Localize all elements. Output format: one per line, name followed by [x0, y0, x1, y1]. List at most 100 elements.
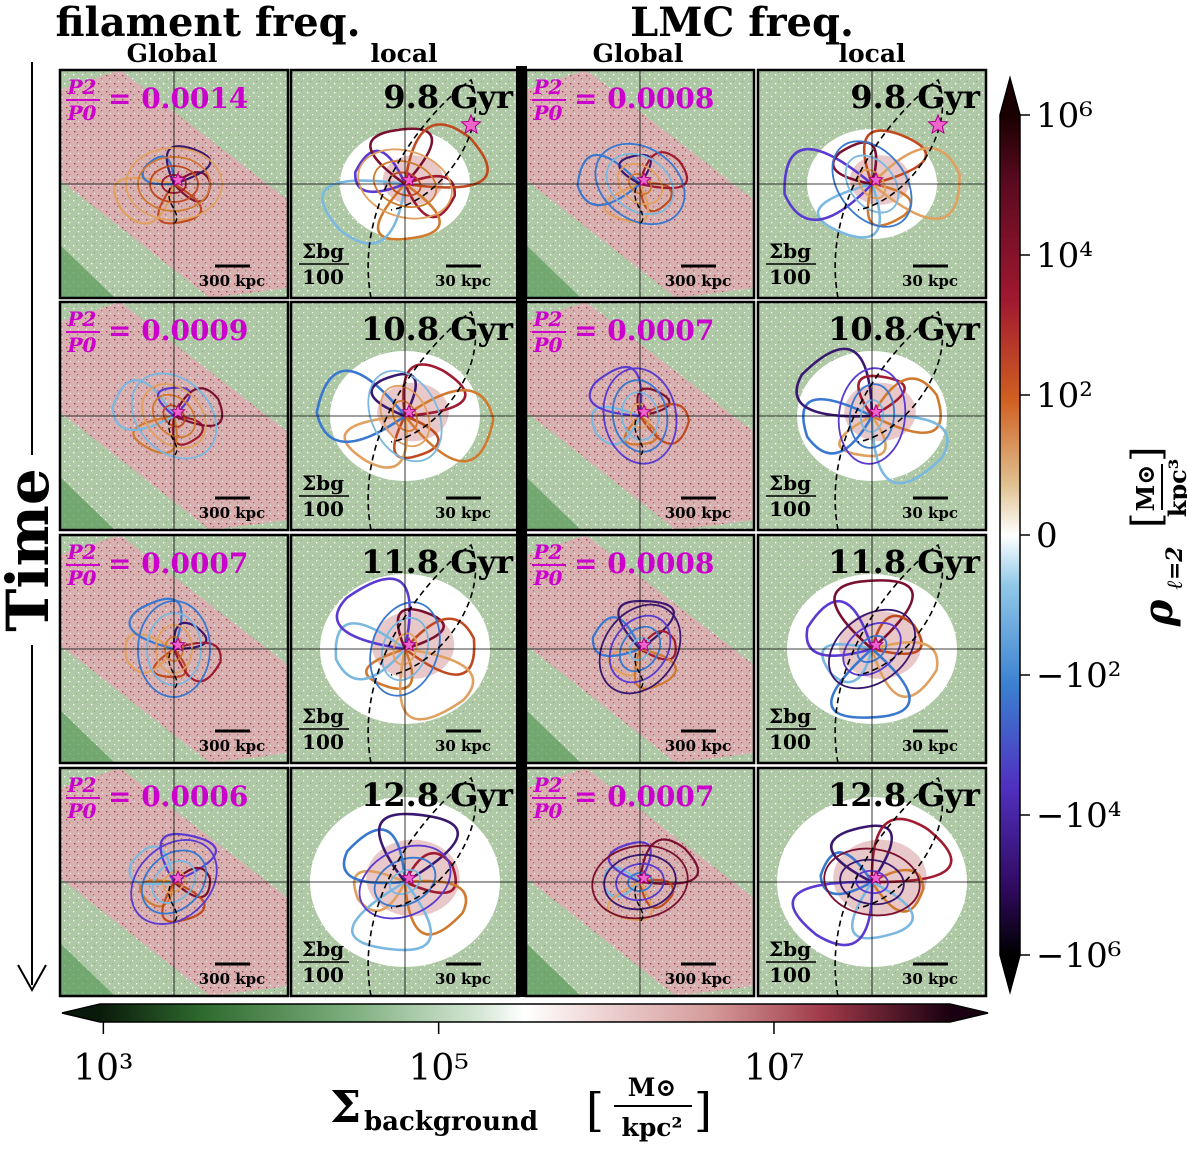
low-density-corner — [60, 477, 115, 530]
density-contour — [130, 372, 218, 460]
density-contour — [146, 612, 202, 686]
field-contour — [165, 145, 212, 186]
field-contour — [870, 817, 953, 884]
subtitle-col-1: Global — [127, 39, 218, 68]
scale-bar: 300 kpc — [665, 496, 731, 522]
lmc-orbit — [634, 885, 644, 923]
field-contour — [113, 176, 176, 225]
scale-bar: 300 kpc — [199, 729, 265, 755]
scale-bar: 300 kpc — [199, 962, 265, 988]
lmc-star-icon — [636, 636, 652, 652]
scale-bar: 300 kpc — [199, 264, 265, 290]
bg-note-den: 100 — [302, 265, 344, 289]
density-contour — [860, 399, 884, 433]
lmc-star-icon — [170, 869, 186, 885]
bg-note-num: Σbg — [302, 704, 344, 728]
lmc-star-icon — [636, 403, 652, 419]
ratio-numerator: P2 — [67, 540, 97, 564]
density-contour — [162, 870, 186, 894]
low-density-corner — [60, 710, 115, 763]
field-contour — [365, 647, 414, 690]
density-contour — [608, 614, 672, 684]
group-divider — [516, 66, 527, 997]
density-contour — [369, 601, 441, 697]
lmc-orbit — [834, 776, 944, 997]
time-label: 11.8 Gyr — [828, 543, 981, 581]
density-contour — [848, 383, 896, 449]
ratio-value: = 0.0007 — [574, 314, 714, 347]
rho-unit-bracket-left: [ — [1124, 512, 1170, 528]
field-contour — [128, 845, 176, 886]
scale-bar: 30 kpc — [902, 729, 958, 755]
lmc-orbit — [834, 78, 944, 299]
sigma-tick-label: 10⁵ — [409, 1048, 469, 1089]
rho-tick-label: 10² — [1036, 376, 1093, 416]
time-label: 11.8 Gyr — [361, 543, 514, 581]
low-density-corner — [60, 245, 115, 298]
scale-bar: 30 kpc — [435, 264, 491, 290]
field-contour — [404, 617, 476, 676]
field-contour — [377, 812, 459, 884]
density-contour — [591, 844, 689, 920]
rho-unit-bracket-right: ] — [1124, 446, 1170, 462]
density-contour — [628, 637, 652, 661]
density-contour — [137, 600, 211, 698]
field-contour — [830, 648, 911, 719]
panel-frame — [58, 533, 290, 765]
lmc-star-icon — [868, 636, 884, 652]
colorbar-sigma-outline — [61, 1003, 989, 1023]
field-contour — [132, 414, 178, 455]
field-contour — [156, 386, 192, 417]
panel-frame — [756, 300, 988, 532]
field-contour — [607, 841, 652, 884]
field-contour — [398, 647, 475, 721]
field-contour — [829, 824, 894, 884]
field-contour — [838, 414, 887, 458]
ratio-denominator: P0 — [533, 799, 563, 823]
density-contour — [620, 391, 660, 441]
colorbar-sigma-gradient — [100, 1004, 950, 1022]
field-contour — [171, 414, 204, 446]
ratio-numerator: P2 — [533, 307, 563, 331]
bg-note-den: 100 — [769, 730, 811, 754]
field-contour — [833, 579, 914, 650]
field-contour — [403, 388, 495, 463]
scale-bar: 30 kpc — [902, 496, 958, 522]
density-contour — [141, 383, 207, 449]
scale-bar: 30 kpc — [435, 496, 491, 522]
density-contour — [857, 168, 887, 200]
rho-label-main: ρ — [1135, 599, 1182, 627]
field-contour — [638, 151, 689, 190]
field-contour — [862, 129, 928, 186]
scale-bar: 30 kpc — [435, 729, 491, 755]
field-contour — [638, 878, 675, 909]
ratio-value: = 0.0007 — [108, 547, 248, 580]
scale-bar-label: 30 kpc — [902, 504, 958, 522]
field-contour — [783, 147, 873, 221]
density-contour — [603, 853, 677, 911]
panel-frame — [756, 766, 988, 998]
density-contour — [357, 148, 453, 220]
field-contour — [403, 123, 489, 189]
rho-tick-label: 10⁴ — [1036, 236, 1093, 276]
sigma-label-sub: background — [364, 1107, 538, 1137]
ratio-numerator: P2 — [67, 773, 97, 797]
colorbar-rho-label: ρ ℓ=2 [ M⊙ kpc³ ] — [1124, 446, 1187, 627]
lmc-orbit — [367, 776, 477, 997]
bg-note-den: 100 — [302, 497, 344, 521]
ratio-numerator: P2 — [533, 540, 563, 564]
density-contour — [151, 393, 197, 439]
ratio-value: = 0.0009 — [108, 314, 248, 347]
colorbar-sigma-label: Σ background [ M⊙ kpc² ] — [330, 1073, 712, 1142]
rho-tick-label: 0 — [1036, 516, 1058, 556]
field-contour — [606, 881, 653, 922]
field-contour — [173, 866, 212, 899]
density-contour — [594, 142, 686, 226]
